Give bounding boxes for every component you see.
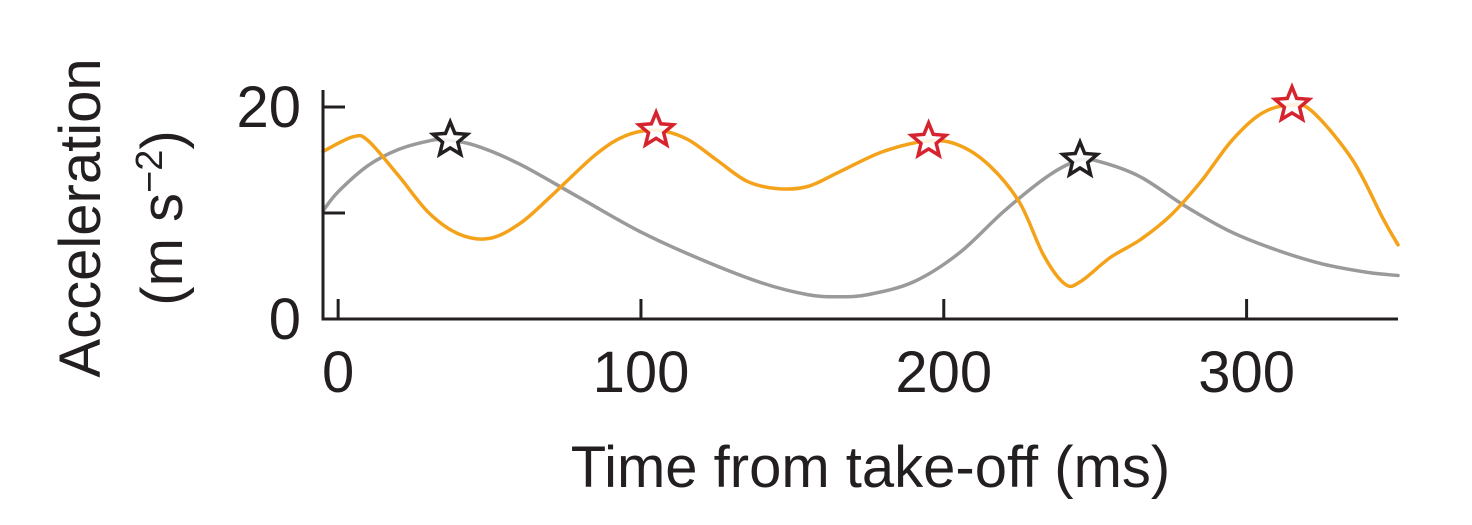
star-marker (907, 118, 951, 160)
y-axis-label-line-1: Acceleration (48, 58, 113, 377)
y-axis-label-line-2: (m s−2) (129, 130, 195, 305)
y-axis-unit-exponent: −2 (129, 150, 171, 193)
y-axis-unit-main: (m s (130, 193, 195, 306)
star-marker (1270, 82, 1314, 124)
star-marker (634, 107, 678, 149)
x-tick-label: 0 (322, 340, 354, 405)
x-tick-label: 100 (593, 340, 690, 405)
y-axis-unit-close: ) (130, 130, 195, 149)
y-tick-label: 0 (269, 287, 301, 352)
x-tick-label: 200 (895, 340, 992, 405)
axes-layer (321, 90, 1398, 321)
markers-layer (428, 82, 1314, 179)
series-line-2 (321, 102, 1400, 289)
star-marker (1058, 137, 1102, 179)
x-tick-label: 300 (1198, 340, 1295, 405)
series-layer (321, 102, 1400, 299)
star-marker (428, 117, 472, 159)
y-tick-label: 20 (236, 75, 301, 140)
x-axis-label: Time from take-off (ms) (571, 435, 1170, 500)
